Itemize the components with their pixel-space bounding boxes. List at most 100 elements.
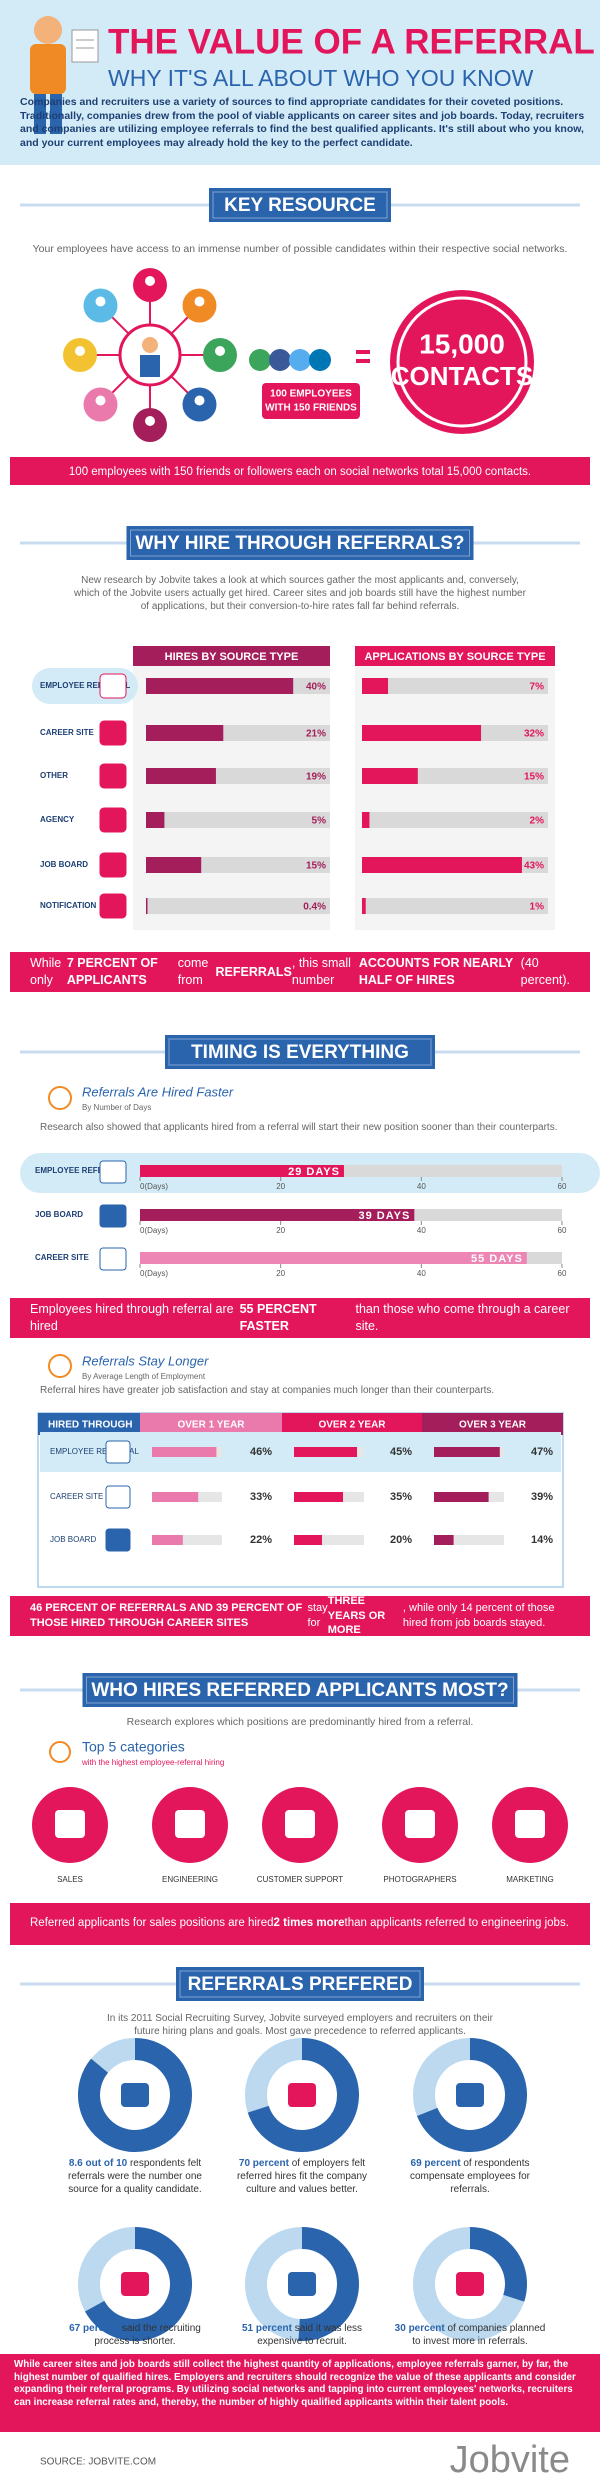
- subsection-title: Top 5 categories: [82, 1739, 185, 1755]
- column-header: [355, 646, 555, 666]
- bar-value: 55 DAYS: [471, 1253, 523, 1265]
- banner-title: REFERRALS PREFERED: [188, 1974, 413, 1995]
- stat-description: of respondents compensate employees for …: [409, 2158, 531, 2195]
- tick-label: 40: [417, 1182, 426, 1191]
- banner-shadow: [212, 191, 388, 219]
- column-header: [282, 1413, 422, 1435]
- bar-value: 1%: [530, 902, 545, 913]
- banner: [126, 526, 474, 560]
- text-part: Employees hired through referral are hir…: [30, 1302, 234, 1333]
- stat-highlight: 67 percent: [69, 2323, 120, 2334]
- source-icon: [99, 720, 127, 746]
- bar-value: 15%: [306, 861, 326, 872]
- tick-label: 60: [558, 1182, 567, 1191]
- source-label: NOTIFICATION: [40, 901, 97, 910]
- bar-value: 22%: [250, 1534, 272, 1546]
- column-header-label: OVER 1 YEAR: [177, 1420, 245, 1431]
- source-icon: [99, 673, 127, 699]
- banner: [82, 1673, 518, 1707]
- column-header: [38, 1413, 140, 1435]
- contacts-ring: [396, 296, 528, 428]
- stat-text: 30 percent of companies planned to inves…: [390, 2322, 550, 2348]
- stat-highlight: 8.6 out of 10: [68, 2158, 128, 2169]
- source-label: CAREER SITE: [35, 1253, 89, 1262]
- donut-icon: [456, 2083, 484, 2107]
- subsection-title: Referrals Stay Longer: [82, 1353, 209, 1368]
- callout-band: [10, 1903, 590, 1945]
- tick-label: 20: [276, 1269, 285, 1278]
- banner: [209, 188, 391, 222]
- bar: [362, 678, 389, 694]
- clock-icon: [49, 1741, 71, 1763]
- stat-text: 51 percent said it was less expensive to…: [222, 2322, 382, 2348]
- stat-highlight: 69 percent: [410, 2158, 461, 2169]
- bar-value: 19%: [306, 772, 326, 783]
- friend-head: [145, 416, 155, 426]
- contacts-number: 15,000: [419, 328, 505, 359]
- donut-arc: [78, 2038, 192, 2152]
- bar: [362, 768, 418, 784]
- footer-text: While career sites and job boards still …: [14, 2359, 576, 2409]
- text-part: 46 PERCENT OF REFERRALS AND 39 PERCENT O…: [30, 1602, 303, 1629]
- bar-value: 32%: [524, 729, 544, 740]
- source-icon: [105, 1528, 131, 1552]
- donut-arc: [85, 2227, 192, 2341]
- banner-title: WHO HIRES REFERRED APPLICANTS MOST?: [91, 1680, 508, 1701]
- donut-arc: [417, 2038, 527, 2152]
- contacts-label: CONTACTS: [391, 361, 534, 391]
- source-label: AGENCY: [40, 815, 75, 824]
- bar-value: 29 DAYS: [288, 1166, 340, 1178]
- friend-head: [194, 395, 205, 406]
- category-label: ENGINEERING: [162, 1875, 218, 1884]
- clock-icon: [48, 1354, 72, 1378]
- longer-text: Referral hires have greater job satisfac…: [40, 1385, 495, 1396]
- bar: [434, 1492, 489, 1502]
- header-background: [0, 0, 600, 165]
- column-header-label: OVER 3 YEAR: [459, 1420, 527, 1431]
- source-label: CAREER SITE: [40, 728, 94, 737]
- who-text: Research explores which positions are pr…: [126, 1716, 474, 1728]
- category-label: MARKETING: [506, 1875, 554, 1884]
- source-icon: [105, 1485, 131, 1509]
- bar: [362, 898, 366, 914]
- category-label: SALES: [57, 1875, 83, 1884]
- bar-track: [152, 1535, 222, 1545]
- callout-band: [10, 952, 590, 992]
- source-icon: [99, 852, 127, 878]
- donut-icon: [121, 2272, 149, 2296]
- donut-icon: [288, 2272, 316, 2296]
- stat-highlight: 70 percent: [238, 2158, 289, 2169]
- intro: Companies and recruiters use a variety o…: [20, 96, 585, 149]
- stat-description: said it was less expensive to recruit.: [257, 2323, 363, 2347]
- text-part: (40 percent).: [520, 956, 571, 987]
- column-header: [422, 1413, 563, 1435]
- friend-head: [215, 346, 225, 356]
- source-label: EMPLOYEE REFERRAL: [50, 1447, 139, 1456]
- source-icon: [99, 893, 127, 919]
- source-label: CAREER SITE: [50, 1492, 103, 1501]
- stat-description: of companies planned to invest more in r…: [412, 2323, 546, 2347]
- bar: [434, 1447, 500, 1457]
- summary-band: [10, 457, 590, 485]
- banner-title: TIMING IS EVERYTHING: [191, 1042, 409, 1063]
- social-icon: [249, 349, 271, 371]
- source-label: JOB BOARD: [40, 860, 88, 869]
- bar-track: [146, 898, 330, 914]
- source: SOURCE: JOBVITE.COM: [40, 2457, 156, 2468]
- bar: [146, 812, 165, 828]
- text-part: While only: [30, 956, 62, 987]
- category-icon: [55, 1810, 85, 1838]
- friend-head: [95, 395, 106, 406]
- bar: [362, 857, 522, 873]
- bar: [152, 1447, 217, 1457]
- text-part: 55 PERCENT FASTER: [239, 1302, 317, 1333]
- callout-band: [10, 1298, 590, 1338]
- bar: [152, 1535, 183, 1545]
- employee-body: [140, 355, 160, 377]
- bar-value: 0.4%: [303, 902, 326, 913]
- donut-icon: [456, 2272, 484, 2296]
- text-part: Referred applicants for sales positions …: [30, 1917, 274, 1930]
- social-icon: [269, 349, 291, 371]
- friend-head: [95, 296, 106, 307]
- stat-description: of employers felt referred hires fit the…: [236, 2158, 368, 2195]
